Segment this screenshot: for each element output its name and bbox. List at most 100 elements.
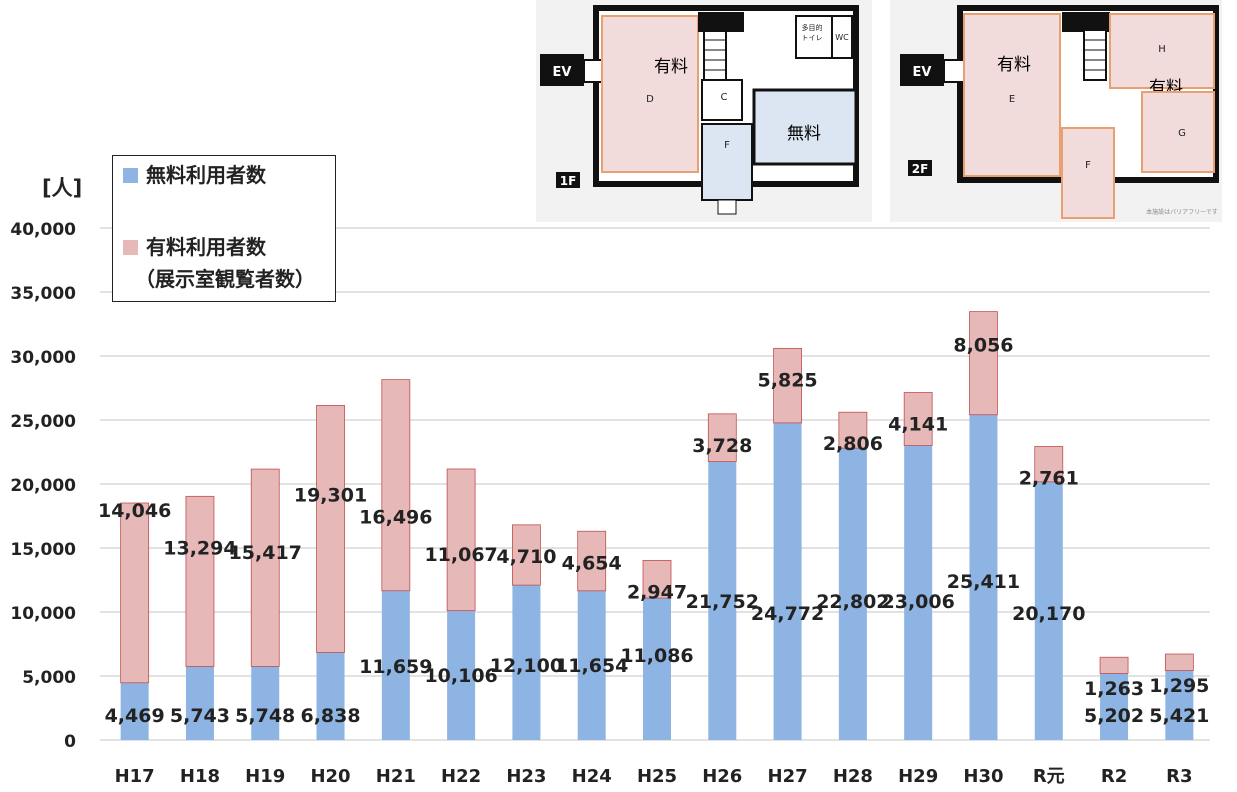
y-axis-unit-label: [人] xyxy=(42,176,83,200)
bar-paid xyxy=(512,524,541,586)
bar-paid xyxy=(381,379,411,592)
legend-swatch-paid xyxy=(123,240,138,255)
y-tick-label: 30,000 xyxy=(10,348,76,368)
data-label-free: 25,411 xyxy=(947,571,1020,593)
data-label-free: 5,748 xyxy=(235,705,295,727)
bar-paid xyxy=(316,405,345,653)
bar-paid xyxy=(773,347,802,424)
data-label-free: 11,654 xyxy=(555,655,628,677)
room-f-label-2f: F xyxy=(1085,160,1091,171)
x-tick-label: H27 xyxy=(768,766,808,787)
legend-label-free: 無料利用者数 xyxy=(146,163,266,187)
barrier-free-note: 本施設はバリアフリーです xyxy=(1146,208,1218,216)
bar-free xyxy=(251,666,280,740)
room-e-label: E xyxy=(1009,94,1015,105)
data-label-free: 4,469 xyxy=(105,705,165,727)
bar-free xyxy=(381,590,410,740)
legend-item-free: 無料利用者数 xyxy=(123,160,266,190)
data-label-free: 23,006 xyxy=(882,591,955,613)
bar-paid xyxy=(969,311,998,416)
bar-free xyxy=(1165,670,1194,740)
x-axis-ticks: H17 H18 H19 H20 H21 H22 H23 H24 H25 H26 H27 H28 H29 H… xyxy=(115,766,1193,787)
bar-paid xyxy=(1164,653,1194,672)
bar-free xyxy=(643,598,671,740)
bar-paid xyxy=(250,468,280,667)
data-label-free: 6,838 xyxy=(300,705,360,727)
free-room-label: 無料 xyxy=(787,124,821,144)
bar-paid xyxy=(1034,446,1064,483)
legend-label-paid: 有料利用者数 xyxy=(146,235,266,259)
floorplan-1f: EV 有料 D C 多目的 トイレ WC 無料 F 1F xyxy=(536,0,872,222)
data-label-free: 21,752 xyxy=(686,591,759,613)
y-axis-ticks: 0 5,000 10,000 15,000 20,000 25,000 30,000 35,0… xyxy=(10,220,76,752)
x-tick-label: H29 xyxy=(898,766,938,787)
bar-paid xyxy=(446,468,476,612)
bar-free xyxy=(708,461,737,740)
paid-room-label: 有料 xyxy=(654,57,688,77)
y-tick-label: 35,000 xyxy=(10,284,76,304)
x-tick-label: R2 xyxy=(1101,766,1127,787)
x-tick-label: H17 xyxy=(115,766,155,787)
bar-free xyxy=(447,610,476,740)
y-tick-label: 25,000 xyxy=(10,412,76,432)
y-tick-label: 15,000 xyxy=(10,540,76,560)
data-label-paid: 14,046 xyxy=(98,500,171,522)
data-label-paid: 1,295 xyxy=(1149,675,1209,697)
bar-free xyxy=(969,414,998,740)
bar-paid xyxy=(642,559,672,599)
x-tick-label: H21 xyxy=(376,766,416,787)
data-label-free: 5,421 xyxy=(1149,705,1209,727)
data-label-paid: 2,947 xyxy=(627,581,687,603)
data-label-paid: 19,301 xyxy=(294,484,367,506)
wc-label: WC xyxy=(835,33,849,42)
bar-free xyxy=(512,585,541,740)
data-label-free: 11,659 xyxy=(359,656,432,678)
room-f-label: F xyxy=(724,140,730,151)
data-label-paid: 16,496 xyxy=(359,507,432,529)
bar-paid xyxy=(577,530,607,592)
data-label-free: 12,100 xyxy=(490,655,563,677)
data-label-paid: 8,056 xyxy=(953,335,1013,357)
x-tick-label: H28 xyxy=(833,766,873,787)
bars xyxy=(120,311,1194,740)
data-label-free: 5,743 xyxy=(170,705,230,727)
y-tick-label: 10,000 xyxy=(10,604,76,624)
floor-badge-1f: 1F xyxy=(560,174,577,188)
room-h-label: H xyxy=(1158,44,1166,55)
x-tick-label: H18 xyxy=(180,766,220,787)
data-label-paid: 4,654 xyxy=(562,552,622,574)
y-tick-label: 40,000 xyxy=(10,220,76,240)
room-g-label: G xyxy=(1178,128,1186,139)
bar-free xyxy=(1100,673,1129,740)
data-label-paid: 3,728 xyxy=(692,435,752,457)
x-tick-label: H24 xyxy=(572,766,612,787)
data-label-paid: 13,294 xyxy=(163,537,236,559)
bar-paid xyxy=(185,495,215,667)
y-tick-label: 5,000 xyxy=(22,668,76,688)
legend-item-paid-sub: （展示室観覧者数） xyxy=(135,264,315,294)
ev-label: EV xyxy=(553,65,572,80)
bar-free xyxy=(120,682,149,740)
data-label-free: 5,202 xyxy=(1084,705,1144,727)
x-tick-label: H23 xyxy=(506,766,546,787)
data-label-paid: 2,806 xyxy=(823,433,883,455)
bar-free xyxy=(1034,481,1063,740)
bar-free xyxy=(185,666,214,740)
x-tick-label: H19 xyxy=(245,766,285,787)
legend-item-paid: 有料利用者数 xyxy=(123,232,266,262)
toilet-label-1: 多目的 xyxy=(802,23,823,32)
x-tick-label: H26 xyxy=(702,766,742,787)
toilet-label-2: トイレ xyxy=(802,34,823,42)
chart-legend: 無料利用者数 有料利用者数 （展示室観覧者数） xyxy=(112,155,336,302)
bar-paid xyxy=(838,411,868,449)
y-tick-label: 20,000 xyxy=(10,476,76,496)
data-labels: 14,046 4,469 13,294 5,743 15,417 5,748 19,301 6… xyxy=(98,335,1209,727)
x-tick-label: R3 xyxy=(1166,766,1192,787)
x-tick-label: H22 xyxy=(441,766,481,787)
data-label-paid: 4,141 xyxy=(888,414,948,436)
x-tick-label: H25 xyxy=(637,766,677,787)
data-label-free: 22,802 xyxy=(816,591,889,613)
room-d-label: D xyxy=(646,94,654,105)
floor-badge-2f: 2F xyxy=(912,162,929,176)
